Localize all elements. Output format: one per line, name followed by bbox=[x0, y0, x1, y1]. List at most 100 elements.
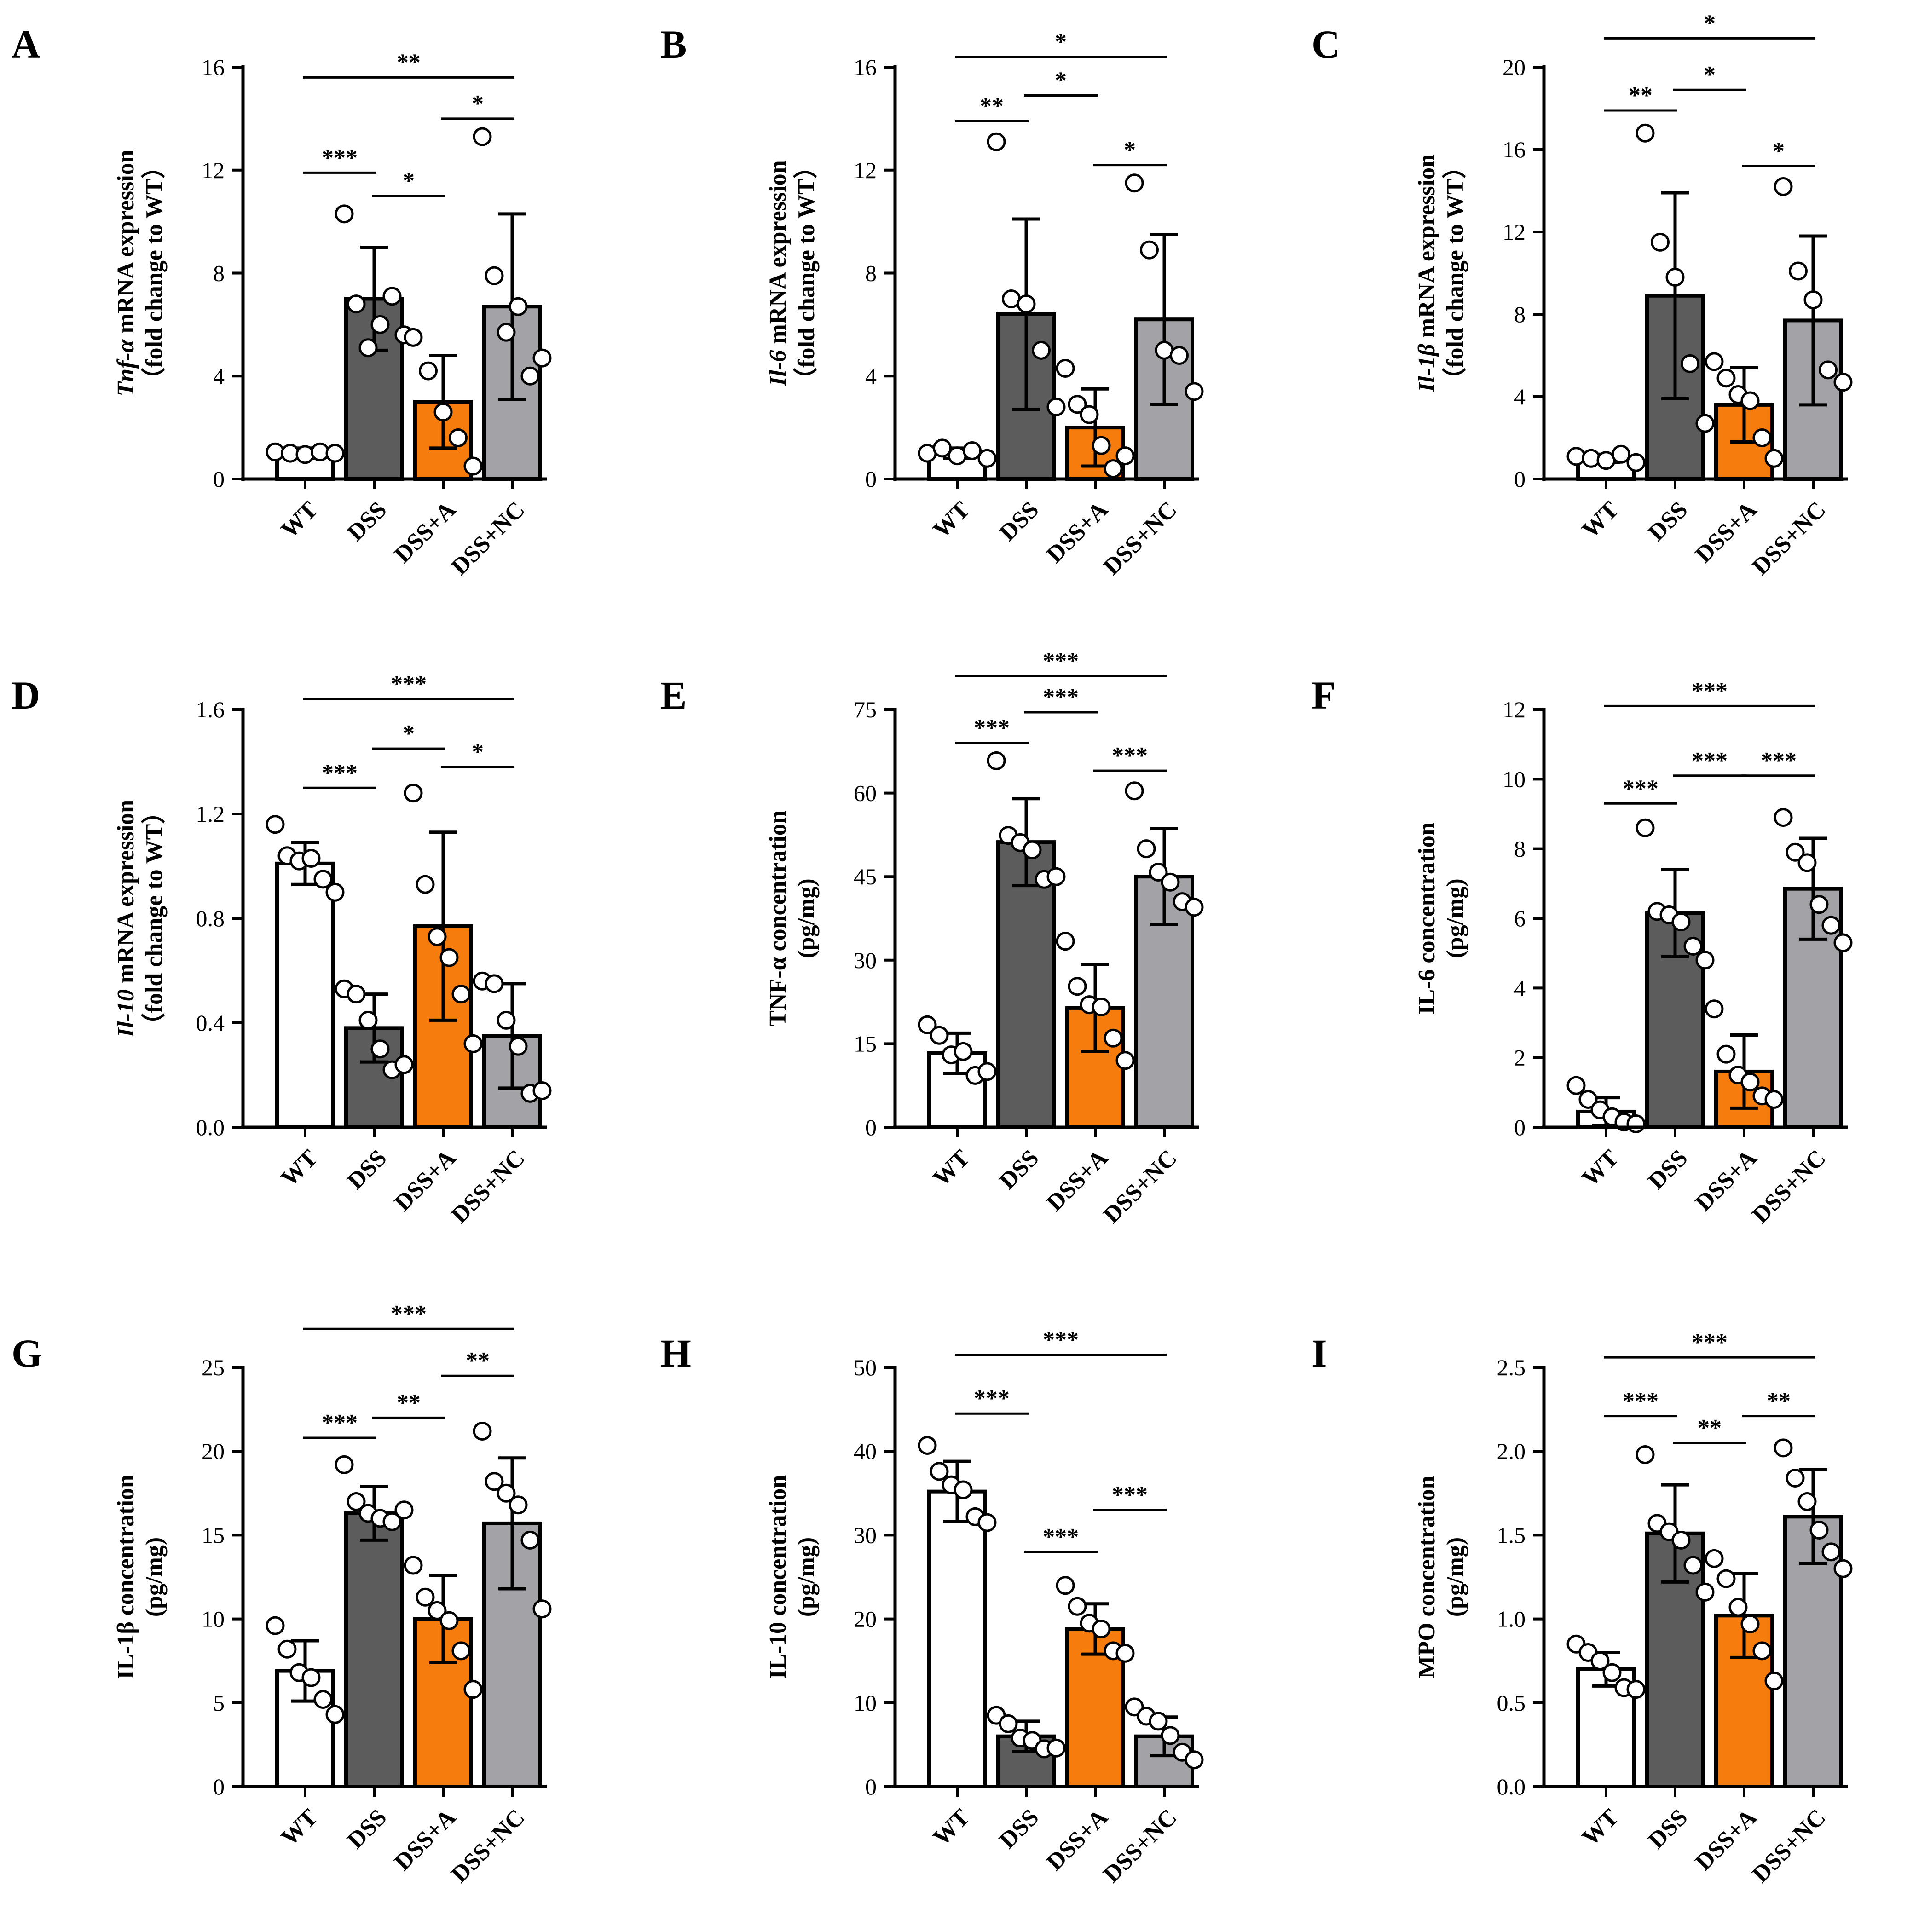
data-point bbox=[1728, 1598, 1748, 1617]
data-point bbox=[1017, 294, 1036, 314]
data-point bbox=[1797, 853, 1817, 872]
data-point bbox=[930, 1462, 949, 1481]
data-point bbox=[428, 1601, 447, 1620]
error-bar bbox=[498, 1456, 526, 1591]
data-point bbox=[532, 1599, 552, 1619]
x-tick-label: WT bbox=[276, 1145, 323, 1192]
panel-letter: I bbox=[1312, 1331, 1327, 1375]
significance-label: ** bbox=[980, 93, 1004, 119]
significance-bracket: *** bbox=[955, 715, 1029, 744]
data-point bbox=[358, 338, 378, 358]
data-point bbox=[1803, 290, 1823, 310]
y-tick-label: 16 bbox=[1503, 137, 1526, 162]
data-point bbox=[1068, 977, 1087, 996]
significance-bracket: *** bbox=[303, 1410, 376, 1439]
data-point bbox=[1786, 1469, 1805, 1488]
error-bar bbox=[1799, 1468, 1827, 1565]
y-tick-label: 30 bbox=[854, 1522, 877, 1548]
significance-label: *** bbox=[391, 1301, 427, 1327]
significance-bracket: ** bbox=[372, 1390, 445, 1419]
significance-bracket: * bbox=[1093, 137, 1167, 167]
data-point bbox=[347, 985, 366, 1004]
significance-label: ** bbox=[397, 1390, 421, 1416]
data-point bbox=[954, 1480, 973, 1499]
y-tick-label: 8 bbox=[865, 260, 877, 286]
significance-bracket: *** bbox=[303, 671, 514, 700]
significance-label: *** bbox=[1692, 678, 1728, 704]
y-axis-label-unit: （fold change to WT） bbox=[793, 155, 820, 392]
data-point bbox=[439, 1611, 459, 1630]
data-point bbox=[1056, 358, 1075, 378]
data-point bbox=[963, 441, 982, 460]
data-point bbox=[1185, 382, 1204, 401]
data-point bbox=[1636, 123, 1655, 143]
x-tick-label: DSS+NC bbox=[446, 1804, 530, 1888]
y-tick-label: 0 bbox=[1514, 466, 1526, 492]
data-point bbox=[1764, 1090, 1784, 1109]
error-bar bbox=[1012, 217, 1040, 411]
y-axis-label: IL-1β concentration bbox=[113, 1475, 139, 1679]
data-point bbox=[1578, 1090, 1598, 1109]
data-point bbox=[532, 1081, 552, 1101]
y-axis-label: Tnf-α mRNA expression bbox=[113, 150, 139, 396]
y-tick-label: 4 bbox=[1514, 975, 1526, 1001]
significance-bracket: * bbox=[1673, 62, 1746, 91]
significance-bracket: ** bbox=[303, 49, 514, 79]
data-point bbox=[325, 1705, 345, 1724]
data-point bbox=[1185, 898, 1204, 917]
error-bar bbox=[1661, 191, 1689, 400]
data-point bbox=[1149, 1712, 1168, 1731]
data-point bbox=[1695, 951, 1715, 970]
error-bar bbox=[429, 354, 457, 450]
bar-wt bbox=[927, 1489, 987, 1788]
significance-label: *** bbox=[1043, 648, 1079, 674]
significance-label: *** bbox=[1692, 1329, 1728, 1355]
x-tick-label: WT bbox=[928, 1145, 975, 1192]
y-axis-label-gene: Il-6 bbox=[765, 350, 791, 386]
data-point bbox=[370, 1039, 390, 1059]
y-tick-label: 12 bbox=[1503, 697, 1526, 722]
panel-letter: G bbox=[12, 1331, 42, 1375]
significance-bracket: *** bbox=[303, 144, 376, 174]
data-point bbox=[1068, 395, 1087, 414]
data-point bbox=[416, 1587, 435, 1607]
significance-label: *** bbox=[322, 144, 358, 171]
significance-label: *** bbox=[322, 1410, 358, 1436]
x-tick-label: DSS+NC bbox=[1747, 1804, 1831, 1888]
data-point bbox=[1774, 177, 1793, 196]
data-point bbox=[1104, 1028, 1123, 1048]
y-tick-label: 30 bbox=[854, 947, 877, 973]
significance-bracket: *** bbox=[1673, 748, 1746, 777]
data-point bbox=[451, 1641, 471, 1661]
data-point bbox=[1833, 373, 1853, 392]
y-tick-label: 75 bbox=[854, 697, 877, 722]
y-axis-label-text: TNF-α concentration bbox=[765, 810, 791, 1027]
bar-dss bbox=[344, 1511, 404, 1789]
data-point bbox=[439, 948, 459, 967]
data-point bbox=[485, 266, 504, 285]
y-axis-label: MPO concentration bbox=[1414, 1476, 1440, 1678]
x-tick-label: DSS bbox=[994, 1804, 1044, 1854]
significance-label: *** bbox=[1761, 748, 1797, 774]
data-point bbox=[1161, 1726, 1180, 1745]
y-tick-label: 16 bbox=[202, 54, 225, 80]
data-point bbox=[335, 204, 354, 224]
data-point bbox=[1671, 912, 1691, 932]
significance-label: ** bbox=[1767, 1388, 1791, 1414]
significance-label: *** bbox=[974, 715, 1010, 741]
y-tick-label: 0.5 bbox=[1497, 1690, 1526, 1716]
data-point bbox=[1716, 1044, 1736, 1064]
y-tick-label: 0 bbox=[213, 466, 225, 492]
y-tick-label: 0.4 bbox=[196, 1010, 225, 1036]
data-point bbox=[954, 1042, 973, 1061]
x-tick-label: DSS bbox=[342, 1804, 392, 1854]
data-point bbox=[1681, 354, 1699, 373]
significance-bracket: * bbox=[1604, 10, 1815, 40]
data-point bbox=[1115, 1051, 1135, 1070]
data-point bbox=[433, 403, 453, 422]
data-point bbox=[358, 1010, 378, 1030]
data-point bbox=[977, 1062, 997, 1081]
